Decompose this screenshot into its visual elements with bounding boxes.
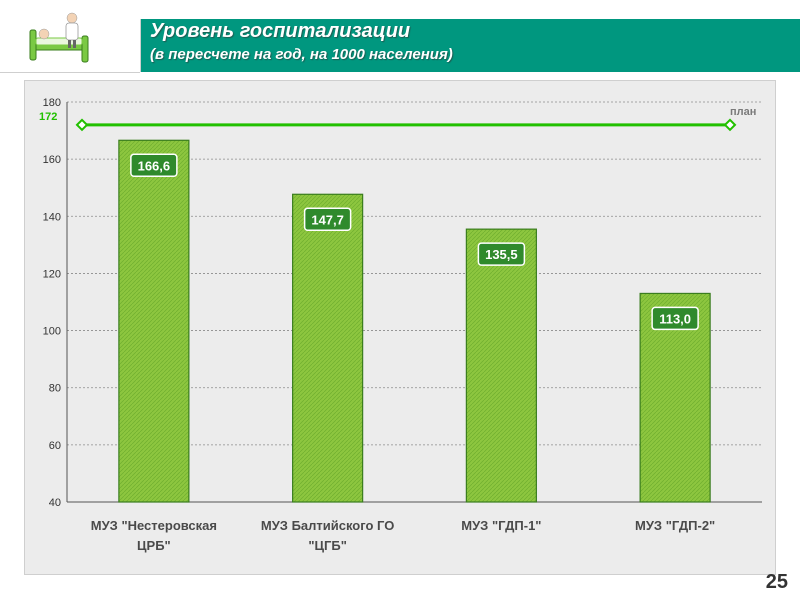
data-label: 147,7 [311,212,344,227]
header-divider [140,19,141,72]
data-label-box [130,153,178,178]
page-subtitle: (в пересчете на год, на 1000 населения) [150,46,453,63]
y-tick-label: 160 [43,154,61,166]
x-tick-label: МУЗ "ГДП-2" [635,518,715,533]
hospital-bed-icon [29,12,89,63]
plan-marker [75,118,89,132]
y-tick-label: 100 [43,326,61,338]
x-tick-label: МУЗ Балтийского ГО [261,518,394,533]
plan-label: план [730,106,756,118]
x-tick-label: МУЗ "ГДП-1" [461,518,541,533]
y-tick-label: 40 [49,497,61,509]
data-label-box [651,306,699,331]
bar [292,193,364,503]
logo-underline [0,72,140,73]
y-tick-label: 180 [43,97,61,109]
bar [465,228,537,503]
x-tick-label: ЦРБ" [137,538,171,553]
x-tick-label: "ЦГБ" [308,538,347,553]
y-tick-label: 60 [49,440,61,452]
plan-value-label: 172 [39,111,57,123]
data-label: 135,5 [485,247,518,262]
page-title: Уровень госпитализации [150,20,411,42]
y-tick-label: 120 [43,268,61,280]
x-tick-label: МУЗ "Нестеровская [91,518,217,533]
plan-marker [723,118,737,132]
y-tick-label: 140 [43,211,61,223]
data-label: 166,6 [138,158,171,173]
header-bar [140,19,800,72]
data-label-box [477,242,526,266]
y-tick-label: 80 [49,383,61,395]
data-label-box [303,207,352,232]
data-label: 113,0 [659,311,691,326]
bar [118,139,190,503]
page-number: 25 [765,571,788,593]
